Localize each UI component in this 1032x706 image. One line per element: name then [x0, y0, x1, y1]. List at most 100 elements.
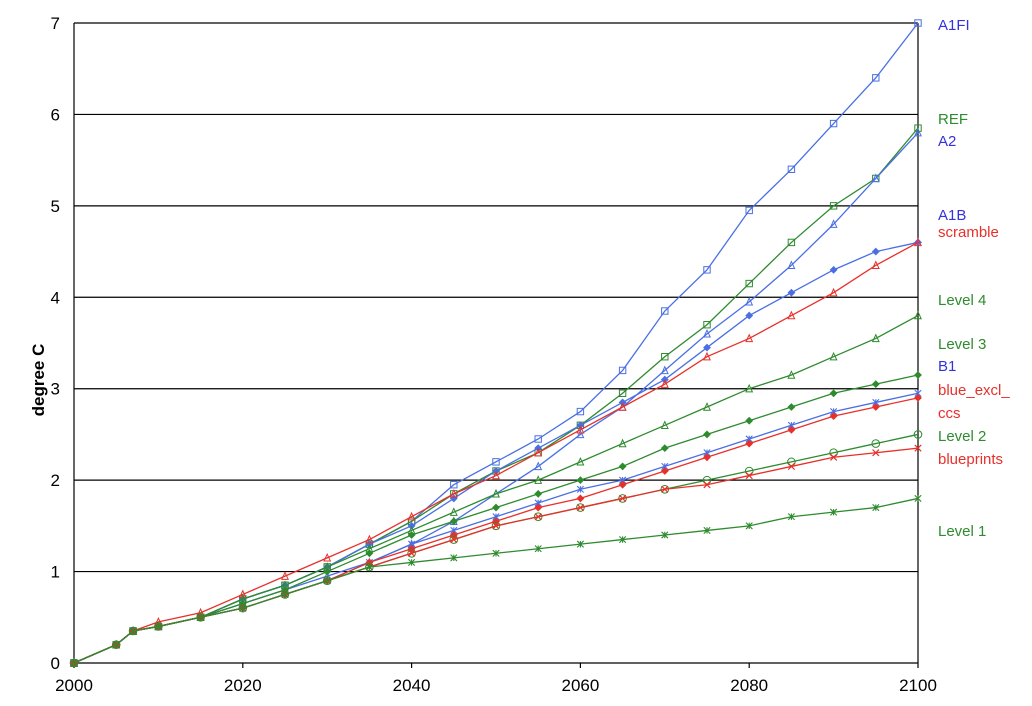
- y-tick-label: 3: [51, 380, 60, 399]
- end-label-a1fi: A1FI: [938, 17, 970, 34]
- marker: [450, 535, 458, 544]
- marker: [576, 540, 584, 548]
- marker: [745, 296, 754, 306]
- series-lines: [69, 19, 923, 668]
- marker: [534, 435, 542, 443]
- marker: [661, 531, 669, 539]
- marker: [787, 260, 796, 269]
- y-tick-label: 1: [51, 563, 60, 582]
- series-blue-excl-ccs: [70, 393, 922, 667]
- end-label-scramble: scramble: [938, 224, 999, 241]
- marker: [576, 503, 585, 512]
- marker: [872, 449, 880, 457]
- marker: [280, 590, 290, 599]
- marker: [787, 403, 796, 411]
- marker: [576, 456, 585, 466]
- marker: [871, 333, 880, 343]
- marker: [829, 287, 838, 297]
- marker: [618, 366, 627, 375]
- marker: [829, 219, 838, 228]
- marker: [128, 626, 138, 636]
- marker: [745, 416, 754, 425]
- marker: [576, 503, 585, 512]
- marker: [534, 447, 543, 457]
- marker: [70, 659, 78, 667]
- marker: [449, 507, 458, 516]
- series-level-1: [70, 494, 922, 667]
- marker: [660, 379, 669, 388]
- marker: [576, 494, 585, 503]
- marker: [534, 545, 542, 553]
- marker: [787, 462, 796, 471]
- marker: [534, 503, 543, 512]
- marker: [408, 558, 416, 567]
- series-line: [73, 497, 919, 664]
- series-line: [73, 241, 919, 664]
- end-label-b1: B1: [938, 358, 956, 375]
- marker: [871, 260, 880, 269]
- marker: [703, 402, 711, 411]
- end-label-blue-excl-: blue_excl_: [938, 382, 1010, 399]
- end-label-a2: A2: [938, 133, 956, 150]
- marker: [576, 424, 585, 434]
- end-label-ccs: ccs: [938, 405, 961, 422]
- series-a2: [70, 127, 922, 667]
- marker: [449, 488, 458, 498]
- marker: [238, 603, 248, 613]
- marker: [871, 439, 881, 448]
- marker: [534, 475, 543, 484]
- marker: [491, 521, 501, 531]
- x-tick-label: 2100: [899, 676, 937, 695]
- series-line: [73, 241, 919, 664]
- marker: [619, 535, 627, 544]
- marker: [787, 165, 796, 173]
- marker: [618, 438, 627, 448]
- marker: [745, 333, 754, 343]
- y-tick-label: 2: [51, 471, 60, 490]
- marker: [661, 485, 669, 493]
- marker: [534, 513, 542, 521]
- marker: [703, 321, 711, 329]
- marker: [534, 489, 543, 498]
- marker: [154, 622, 163, 631]
- marker: [703, 343, 711, 352]
- marker: [829, 389, 838, 398]
- marker: [129, 627, 137, 635]
- marker: [239, 604, 247, 612]
- marker: [703, 481, 711, 489]
- x-tick-label: 2080: [730, 676, 768, 695]
- marker: [829, 351, 838, 361]
- y-tick-label: 7: [51, 14, 60, 33]
- y-tick-labels: 0 1 2 3 4 5 6 7: [51, 14, 60, 673]
- marker: [787, 288, 796, 297]
- marker: [407, 544, 416, 553]
- marker: [450, 481, 458, 489]
- marker: [576, 476, 585, 485]
- y-tick-label: 0: [51, 654, 60, 673]
- marker: [829, 412, 838, 421]
- marker: [576, 407, 585, 416]
- marker: [492, 522, 500, 530]
- marker: [745, 279, 753, 288]
- marker: [787, 370, 796, 379]
- series-line: [73, 127, 919, 664]
- marker: [829, 265, 838, 274]
- marker: [407, 549, 416, 557]
- marker: [618, 480, 627, 489]
- marker: [914, 371, 922, 379]
- marker: [407, 531, 416, 539]
- marker: [112, 641, 120, 649]
- marker: [492, 517, 500, 526]
- end-label-level-4: Level 4: [938, 292, 986, 309]
- marker: [323, 552, 332, 562]
- series-line: [73, 132, 919, 664]
- marker: [407, 511, 416, 521]
- marker: [660, 467, 669, 475]
- marker: [618, 402, 627, 411]
- marker: [492, 488, 500, 498]
- marker: [914, 444, 922, 452]
- marker: [703, 453, 711, 462]
- end-label-blueprints: blueprints: [938, 451, 1003, 468]
